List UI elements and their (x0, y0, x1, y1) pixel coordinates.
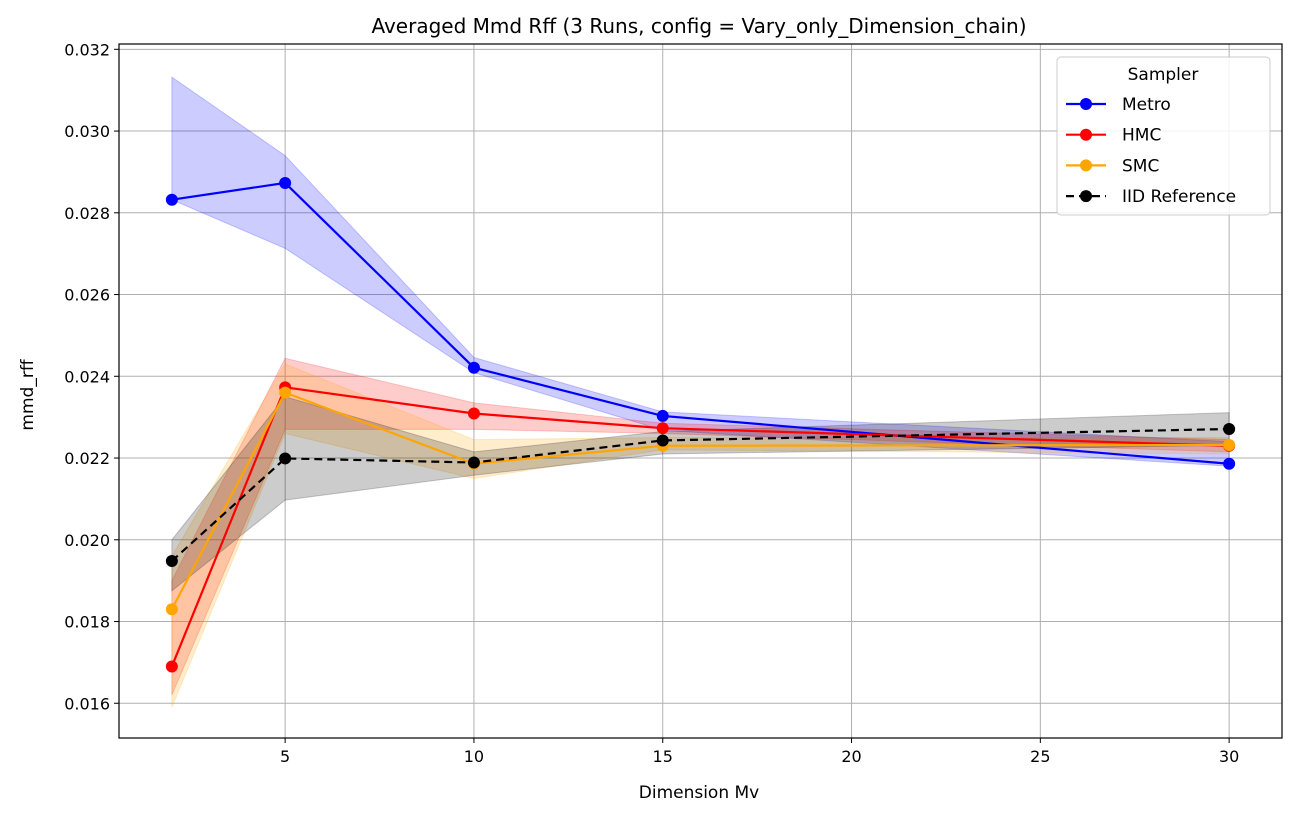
plot-area-border (118, 43, 1283, 739)
iid-reference-point (656, 434, 669, 447)
plot-frame (118, 43, 1283, 739)
legend-metro-marker (1080, 98, 1092, 110)
legend-smc-label: SMC (1122, 156, 1159, 176)
x-tick-label: 25 (1030, 747, 1050, 766)
metro-point (165, 193, 178, 206)
legend-box (1056, 56, 1271, 216)
legend-hmc-marker (1080, 128, 1092, 141)
y-tick-label: 0.032 (64, 40, 110, 59)
x-axis-ticks: 5 10 15 20 25 30 (280, 738, 1239, 766)
legend-smc-marker (1080, 159, 1092, 172)
x-tick-label: 10 (464, 747, 484, 766)
legend-iid-reference-label: IID Reference (1122, 187, 1236, 207)
legend-hmc-label: HMC (1122, 126, 1161, 146)
y-tick-label: 0.026 (64, 286, 110, 305)
y-tick-label: 0.024 (64, 367, 110, 386)
y-tick-label: 0.018 (64, 613, 110, 632)
hmc-point (656, 422, 669, 435)
series-lines (165, 176, 1236, 673)
iid-reference-point (1223, 423, 1236, 436)
x-tick-label: 15 (653, 747, 673, 766)
y-tick-label: 0.016 (64, 694, 110, 713)
legend-iid-reference-marker (1080, 190, 1092, 203)
chart-title: Averaged Mmd Rff (3 Runs, config = Vary_… (371, 14, 1026, 38)
iid-reference-point (165, 555, 178, 568)
hmc-point (165, 660, 178, 673)
iid-reference-point (467, 456, 480, 469)
y-axis-ticks: 0.016 0.018 0.020 0.022 0.024 0.026 0.028 0.030… (64, 40, 119, 713)
smc-point (1223, 438, 1236, 451)
y-tick-label: 0.028 (64, 204, 110, 223)
legend-entries: Metro HMC SMC IID Reference (1066, 95, 1236, 207)
x-tick-label: 5 (280, 747, 290, 766)
x-tick-label: 30 (1219, 747, 1239, 766)
legend-metro-label: Metro (1122, 95, 1171, 115)
iid-reference-point (279, 452, 292, 465)
metro-point (656, 409, 669, 422)
metro-point (467, 361, 480, 374)
y-axis-title: mmd_rff (18, 358, 38, 430)
smc-point (165, 603, 178, 616)
metro-point (1223, 457, 1236, 470)
smc-point (279, 386, 292, 399)
x-axis-title: Dimension Mv (639, 783, 760, 803)
legend: Sampler Metro HMC SMC IID Reference (1056, 56, 1271, 216)
metro-point (279, 176, 292, 189)
x-tick-label: 20 (841, 747, 861, 766)
legend-title: Sampler (1128, 65, 1199, 85)
hmc-point (467, 407, 480, 420)
y-tick-label: 0.030 (64, 122, 110, 141)
y-tick-label: 0.022 (64, 449, 110, 468)
y-tick-label: 0.020 (64, 531, 110, 550)
